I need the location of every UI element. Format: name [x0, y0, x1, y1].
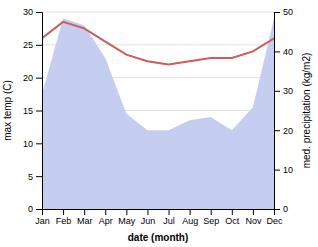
tick: Apr [99, 209, 113, 226]
tick: Feb [56, 209, 72, 226]
tick-label: 0 [283, 204, 288, 214]
tick-label: Dec [266, 216, 283, 226]
tick-label: 20 [283, 126, 293, 136]
tick: 20 [23, 73, 42, 83]
tick-mark [274, 130, 280, 131]
tick: 15 [23, 106, 42, 116]
grid [42, 12, 274, 209]
tick-label: 25 [23, 40, 33, 50]
tick: 40 [274, 47, 293, 57]
tick-mark [274, 12, 280, 13]
tick-label: Nov [245, 216, 262, 226]
tick-label: Sep [203, 216, 219, 226]
tick-label: Apr [99, 216, 113, 226]
tick-label: 20 [23, 73, 33, 83]
tick: 30 [274, 86, 293, 96]
y2-axis: 0 10 20 30 40 50 [274, 7, 293, 214]
tick-label: Feb [56, 216, 72, 226]
temperature-line [42, 22, 274, 65]
tick: 10 [23, 139, 42, 149]
tick-mark [36, 143, 42, 144]
tick: 5 [28, 172, 42, 182]
tick-mark [253, 209, 254, 215]
tick-label: Mar [77, 216, 93, 226]
grid-line [42, 12, 274, 13]
tick: Aug [182, 209, 198, 226]
tick-label: Jul [163, 216, 175, 226]
tick-mark [274, 209, 280, 210]
tick: Jul [163, 209, 175, 226]
tick-label: 0 [28, 204, 33, 214]
tick: 0 [28, 204, 42, 214]
tick: 25 [23, 40, 42, 50]
tick: Jun [141, 209, 156, 226]
precipitation-area [42, 19, 274, 209]
tick-mark [36, 45, 42, 46]
axis-line [36, 13, 43, 210]
tick: Dec [266, 209, 283, 226]
tick-label: 30 [23, 7, 33, 17]
tick: 0 [274, 204, 288, 214]
tick: Sep [203, 209, 219, 226]
tick-label: Oct [225, 216, 240, 226]
tick-label: May [118, 216, 136, 226]
tick-mark [147, 209, 148, 215]
x-axis-title: date (month) [128, 232, 189, 243]
tick-label: 15 [23, 106, 33, 116]
tick-label: 50 [283, 7, 293, 17]
tick: 10 [274, 165, 293, 175]
tick-mark [211, 209, 212, 215]
tick-mark [63, 209, 64, 215]
tick-mark [274, 170, 280, 171]
tick: Jan [35, 209, 50, 226]
tick-label: Jun [141, 216, 156, 226]
axis-line [43, 210, 275, 216]
y-axis-title: max temp (C) [2, 80, 13, 141]
tick-mark [169, 209, 170, 215]
tick: 30 [23, 7, 42, 17]
tick-mark [36, 176, 42, 177]
tick: 50 [274, 7, 293, 17]
tick-label: 10 [23, 139, 33, 149]
tick-mark [84, 209, 85, 215]
tick: Nov [245, 209, 262, 226]
tick-mark [274, 91, 280, 92]
tick-mark [105, 209, 106, 215]
tick-label: 30 [283, 86, 293, 96]
tick-mark [36, 209, 42, 210]
tick-label: Jan [35, 216, 50, 226]
plot: JanFebMarAprMayJunJulAugSepOctNovDec0510… [23, 7, 293, 226]
tick-label: 10 [283, 165, 293, 175]
tick-mark [274, 51, 280, 52]
axis-line [275, 13, 281, 210]
tick: Mar [77, 209, 93, 226]
tick-mark [232, 209, 233, 215]
tick: Oct [225, 209, 240, 226]
tick-mark [36, 12, 42, 13]
tick-label: 5 [28, 172, 33, 182]
y-axis: 0 5 10 15 20 25 30 [23, 7, 43, 214]
tick-label: Aug [182, 216, 198, 226]
y2-axis-title: med. precipitation (kg/m2) [301, 53, 312, 169]
tick-mark [36, 78, 42, 79]
tick-mark [36, 111, 42, 112]
chart: JanFebMarAprMayJunJulAugSepOctNovDec0510… [0, 0, 318, 247]
marks [42, 19, 274, 209]
tick-label: 40 [283, 47, 293, 57]
tick: 20 [274, 126, 293, 136]
x-axis: Jan Feb Mar Apr May Jun Jul Aug Sep Oct Nov Dec [35, 209, 283, 226]
tick-mark [190, 209, 191, 215]
tick: May [118, 209, 136, 226]
tick-mark [126, 209, 127, 215]
